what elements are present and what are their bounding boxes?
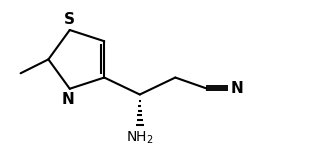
Text: NH$_2$: NH$_2$ (126, 130, 154, 146)
Text: N: N (62, 93, 74, 107)
Text: S: S (64, 12, 75, 27)
Text: N: N (231, 81, 244, 96)
